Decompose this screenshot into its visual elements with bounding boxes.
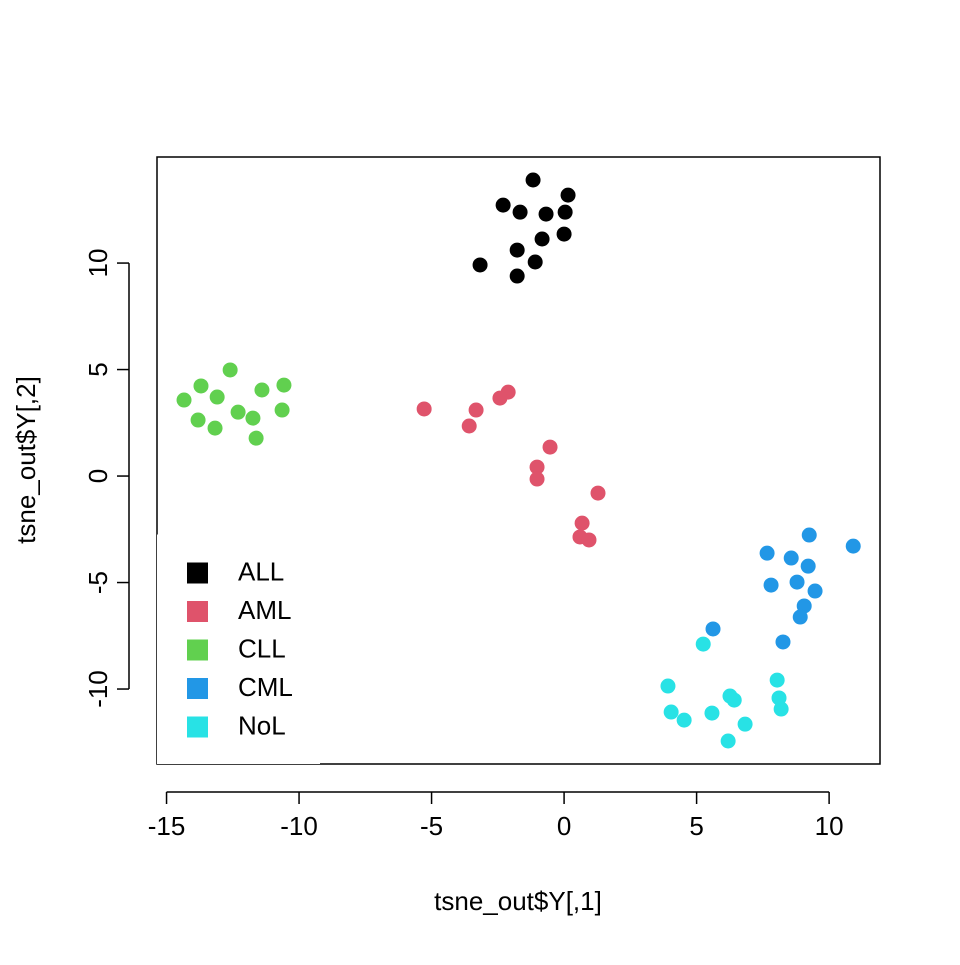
point [574,515,590,531]
point [525,172,541,188]
point [789,574,805,590]
point [792,609,808,625]
y-axis-label: tsne_out$Y[,2] [11,376,41,544]
point [783,550,799,566]
legend-swatch [187,716,208,738]
point [720,733,736,749]
legend-label: CLL [238,633,286,663]
point [695,636,711,652]
point [773,701,789,717]
legend-label: AML [238,595,291,625]
x-tick-label: -5 [420,811,443,841]
point [556,226,572,242]
point [527,254,543,270]
point [807,583,823,599]
y-tick-label: 5 [83,362,113,376]
point [800,558,816,574]
point [538,206,554,222]
point [222,362,238,378]
point [845,538,861,554]
legend-swatch [187,678,208,699]
point [759,545,775,561]
legend-swatch [187,601,208,622]
point [472,257,488,273]
legend-label: CML [238,672,293,702]
point [509,242,525,258]
x-axis-label: tsne_out$Y[,1] [434,886,602,916]
point [801,527,817,543]
point [495,197,511,213]
point [581,532,597,548]
legend-label: NoL [238,710,286,740]
x-tick-label: -15 [148,811,186,841]
point [590,485,606,501]
point [726,692,742,708]
point [209,389,225,405]
point [276,377,292,393]
y-tick-label: -10 [83,670,113,708]
point [534,231,550,247]
point [705,621,721,637]
y-tick-label: -5 [83,571,113,594]
point [771,690,787,706]
point [190,412,206,428]
point [416,401,432,417]
x-tick-label: 5 [689,811,703,841]
plot-box [156,156,881,765]
point [492,390,508,406]
point [461,418,477,434]
point [248,430,264,446]
y-tick-label: 0 [83,469,113,483]
point [663,704,679,720]
point [274,402,290,418]
point [676,712,692,728]
point [529,459,545,475]
legend-swatch [187,562,208,584]
point [468,402,484,418]
point [254,382,270,398]
point [207,420,223,436]
x-tick-label: 0 [557,811,571,841]
point [176,392,192,408]
x-tick-label: -10 [280,811,318,841]
point [542,439,558,455]
point [512,204,528,220]
point [763,577,779,593]
point [660,678,676,694]
point [245,410,261,426]
legend-swatch [187,639,208,661]
point [193,378,209,394]
legend-box [157,534,320,764]
y-tick-label: 10 [83,249,113,278]
legend-label: ALL [238,556,284,586]
point [230,404,246,420]
point [560,187,576,203]
x-tick-label: 10 [815,811,844,841]
point [704,705,720,721]
point [775,634,791,650]
point [737,716,753,732]
point [529,471,545,487]
point [769,672,785,688]
point [509,268,525,284]
point [557,204,573,220]
